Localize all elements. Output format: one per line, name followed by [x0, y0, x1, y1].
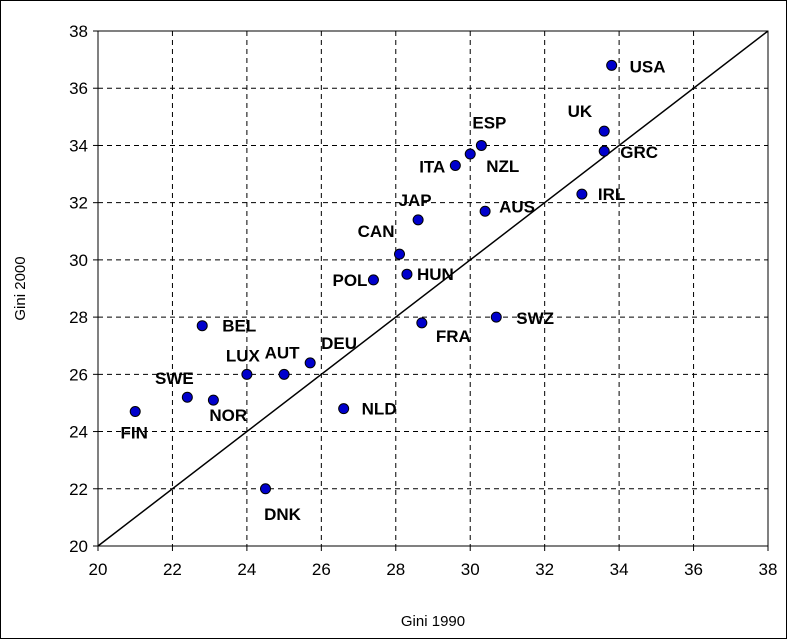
point-label: NOR [209, 406, 247, 425]
y-tick-label: 22 [69, 480, 88, 499]
y-tick-label: 28 [69, 308, 88, 327]
point-label: USA [630, 57, 666, 76]
x-tick-label: 28 [386, 560, 405, 579]
point-label: ESP [472, 113, 506, 132]
point-label: GRC [620, 143, 658, 162]
y-tick-label: 26 [69, 365, 88, 384]
y-tick-label: 30 [69, 251, 88, 270]
point-label: LUX [226, 346, 261, 365]
data-point [260, 483, 271, 495]
point-label: FRA [436, 327, 471, 346]
point-label: ITA [419, 157, 445, 176]
point-label: AUS [499, 197, 535, 216]
data-point [606, 59, 618, 71]
point-label: FIN [121, 424, 148, 443]
grid [98, 31, 768, 546]
data-point [241, 368, 253, 380]
point-label: SWZ [516, 309, 554, 328]
x-tick-label: 24 [237, 560, 256, 579]
plot-area [97, 30, 769, 547]
y-tick-label: 34 [69, 136, 88, 155]
x-axis-title: Gini 1990 [401, 613, 465, 630]
x-tick-label: 38 [759, 560, 778, 579]
point-label: SWE [155, 369, 194, 388]
point-label: POL [332, 271, 367, 290]
data-point [598, 125, 610, 137]
point-label: BEL [222, 317, 256, 336]
reference-line [97, 30, 769, 547]
point-label: IRL [598, 185, 625, 204]
data-point [490, 311, 502, 323]
data-point [401, 268, 413, 280]
data-point [129, 406, 141, 418]
x-tick-label: 34 [610, 560, 629, 579]
data-point [479, 205, 491, 217]
data-point [416, 317, 428, 329]
data-point [475, 139, 487, 151]
x-tick-label: 30 [461, 560, 480, 579]
y-axis-title: Gini 2000 [12, 256, 29, 320]
point-label: DEU [321, 334, 357, 353]
data-point [576, 188, 588, 200]
point-label: DNK [264, 505, 302, 524]
point-labels: USA UK GRC ESP NZL ITA IRL JAP AUS CAN HUN POL SWZ FR… [121, 57, 666, 523]
data-point [207, 394, 219, 406]
reference-line-layer [97, 30, 769, 547]
data-point [449, 159, 461, 171]
x-tick-label: 26 [312, 560, 331, 579]
x-tick-label: 20 [89, 560, 108, 579]
data-point [464, 148, 476, 160]
data-point [598, 145, 610, 157]
tick-labels: 20 22 24 26 28 30 32 34 36 38 20 22 24 26 28 30 32 34 36 38 [69, 22, 777, 579]
point-label: NLD [362, 400, 397, 419]
x-tick-label: 32 [535, 560, 554, 579]
point-label: CAN [358, 222, 395, 241]
data-point [412, 214, 424, 226]
point-label: NZL [486, 157, 519, 176]
data-point [181, 391, 193, 403]
data-points [129, 59, 618, 495]
data-point [394, 248, 405, 260]
y-tick-label: 32 [69, 194, 88, 213]
y-tick-label: 38 [69, 22, 88, 41]
data-point [338, 403, 350, 415]
point-label: AUT [265, 343, 301, 362]
y-tick-label: 20 [69, 537, 88, 556]
point-label: UK [568, 102, 593, 121]
point-label: HUN [417, 265, 454, 284]
point-label: JAP [399, 191, 432, 210]
x-tick-label: 22 [163, 560, 182, 579]
y-tick-label: 36 [69, 79, 88, 98]
x-tick-label: 36 [684, 560, 703, 579]
data-point [367, 274, 379, 286]
y-tick-label: 24 [69, 423, 88, 442]
data-point [304, 357, 316, 369]
data-point [196, 320, 208, 332]
data-point [278, 368, 290, 380]
